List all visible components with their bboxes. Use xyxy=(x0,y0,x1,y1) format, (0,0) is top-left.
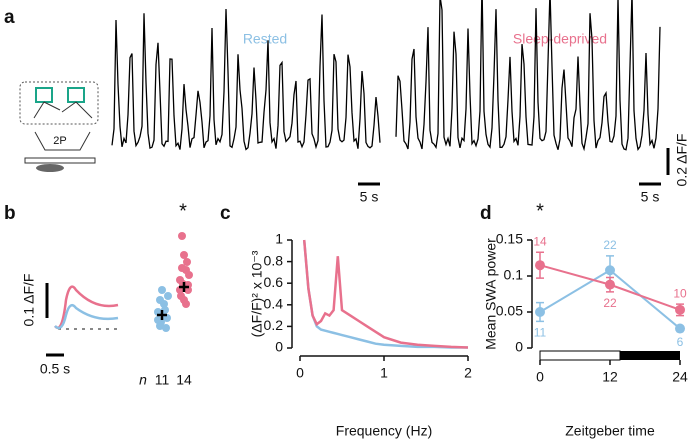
point xyxy=(605,279,615,290)
neuron xyxy=(67,87,85,103)
objective xyxy=(34,131,91,151)
axon xyxy=(33,101,93,119)
trace-label: Sleep-deprived xyxy=(513,31,607,47)
dark-period xyxy=(620,351,680,360)
point xyxy=(605,265,615,276)
dot xyxy=(177,292,185,300)
y-tick-label: 0 xyxy=(275,339,283,355)
y-tick-label: 0.15 xyxy=(496,231,523,247)
point xyxy=(675,304,685,315)
y-axis-label: (ΔF/F)² x 10⁻³ xyxy=(249,250,265,337)
x-tick-label: 0 xyxy=(296,365,304,381)
n-value: 14 xyxy=(176,372,192,388)
n-label: 14 xyxy=(533,234,547,248)
point xyxy=(535,260,545,271)
y-tick-label: 0.6 xyxy=(264,274,284,290)
n-label: 6 xyxy=(677,335,684,349)
scale-label: 0.2 ΔF/F xyxy=(674,134,690,187)
inset-box xyxy=(19,81,99,125)
n-value: 11 xyxy=(155,372,170,388)
y-tick-label: 1 xyxy=(275,231,283,247)
dot xyxy=(160,300,168,308)
y-axis-label: Mean SWA power xyxy=(483,238,499,350)
mouse xyxy=(36,164,64,172)
trace xyxy=(111,8,381,151)
y-tick-label: 0.05 xyxy=(496,303,523,319)
x-tick-label: 24 xyxy=(672,369,688,385)
panel-label: c xyxy=(220,203,231,224)
x-tick-label: 12 xyxy=(602,369,618,385)
x-axis-label: Frequency (Hz) xyxy=(336,423,432,439)
scale-label: 0.5 s xyxy=(40,361,70,377)
dot xyxy=(164,292,172,300)
y-tick-label: 0.4 xyxy=(264,296,284,312)
dot xyxy=(180,251,188,259)
neuron xyxy=(35,87,53,103)
dot xyxy=(162,324,170,332)
panel-label: d xyxy=(480,203,492,224)
series-line xyxy=(302,239,468,349)
significance: * xyxy=(536,200,544,222)
dot xyxy=(178,264,186,272)
n-label: 10 xyxy=(673,286,687,300)
n-label: n xyxy=(139,372,147,388)
stage xyxy=(24,157,96,164)
mean-trace xyxy=(54,285,119,329)
dot xyxy=(183,258,191,266)
y-tick-label: 0.1 xyxy=(504,267,524,283)
microscope-label: 2P xyxy=(53,135,66,147)
panel-label: a xyxy=(4,7,15,28)
mean-marker xyxy=(157,282,189,320)
dot xyxy=(182,300,190,308)
panel-label: b xyxy=(4,203,16,224)
x-tick-label: 2 xyxy=(464,365,472,381)
x-tick-label: 0 xyxy=(536,369,544,385)
n-label: 22 xyxy=(603,238,617,252)
scale-label: 0.1 ΔF/F xyxy=(21,274,37,327)
point xyxy=(535,307,545,317)
n-label: 11 xyxy=(534,326,547,340)
trace-label: Rested xyxy=(243,31,287,47)
y-tick-label: 0.2 xyxy=(264,317,284,333)
series-line xyxy=(302,239,469,349)
n-label: 22 xyxy=(603,296,617,310)
x-tick-label: 1 xyxy=(380,365,388,381)
y-tick-label: 0 xyxy=(515,339,523,355)
point xyxy=(675,323,685,334)
decoration xyxy=(19,81,680,361)
dot xyxy=(185,271,193,279)
light-period xyxy=(539,350,621,361)
trace xyxy=(395,0,661,152)
scale-label: 5 s xyxy=(360,189,379,205)
dot xyxy=(178,232,186,240)
y-tick-label: 0.8 xyxy=(264,252,284,268)
dot xyxy=(158,286,166,294)
x-axis-label: Zeitgeber time xyxy=(565,423,655,439)
mean-trace xyxy=(54,303,119,330)
significance: * xyxy=(179,200,187,222)
scale-label: 5 s xyxy=(641,189,660,205)
